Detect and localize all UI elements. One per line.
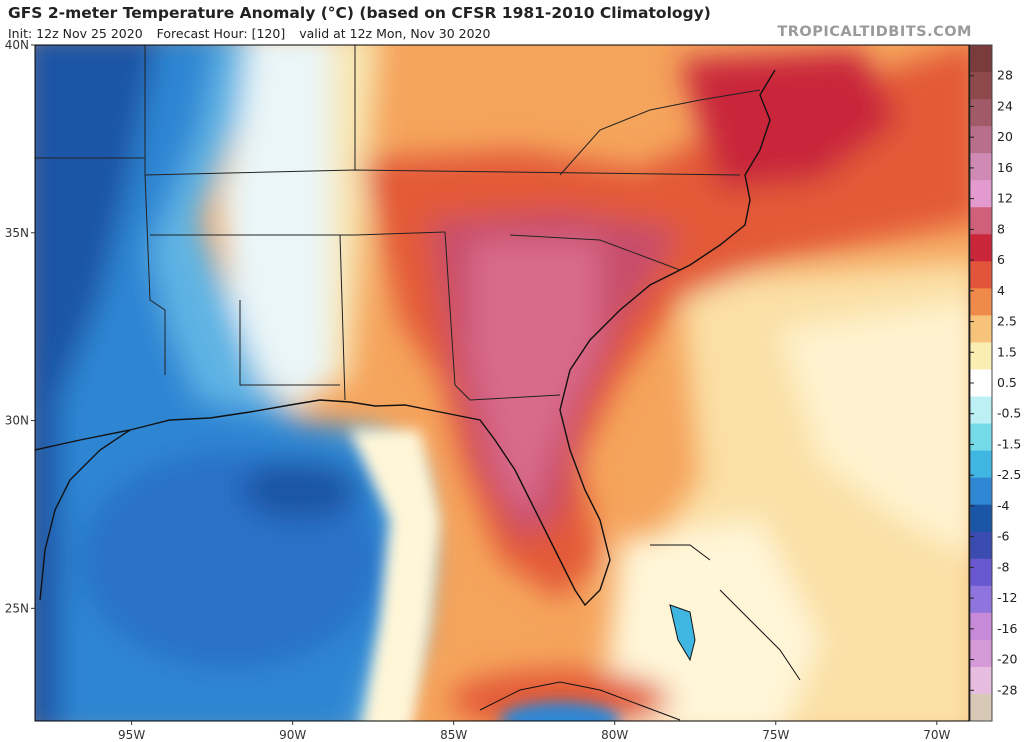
latitude-axis: 40N 35N 30N 25N bbox=[5, 38, 35, 615]
colorbar-label: -0.5 bbox=[997, 406, 1021, 421]
colorbar-label: 28 bbox=[997, 68, 1013, 83]
colorbar-label: 1.5 bbox=[997, 344, 1017, 359]
colorbar-swatch bbox=[970, 72, 992, 100]
colorbar-label: -1.5 bbox=[997, 436, 1021, 451]
colorbar-swatch bbox=[970, 234, 992, 262]
colorbar-label: 12 bbox=[997, 191, 1013, 206]
lat-label: 30N bbox=[5, 414, 29, 428]
lon-label: 85W bbox=[440, 728, 467, 742]
colorbar-label: -12 bbox=[997, 590, 1017, 605]
colorbar-swatch bbox=[970, 99, 992, 127]
lat-label: 40N bbox=[5, 38, 29, 52]
colorbar-swatch bbox=[970, 45, 992, 73]
lon-label: 90W bbox=[279, 728, 306, 742]
colorbar-swatch bbox=[970, 207, 992, 235]
colorbar: 28 24 20 16 12 8 6 4 2.5 1.5 0.5 -0.5 -1.5 -2.5 -4 -6 -8… bbox=[969, 44, 1021, 722]
colorbar-label: 8 bbox=[997, 221, 1005, 236]
map-field bbox=[35, 45, 969, 721]
colorbar-label: -28 bbox=[997, 682, 1017, 697]
colorbar-label: 16 bbox=[997, 160, 1013, 175]
colorbar-swatch bbox=[970, 639, 992, 668]
colorbar-swatch bbox=[970, 504, 992, 533]
lon-label: 70W bbox=[923, 728, 950, 742]
colorbar-label: -2.5 bbox=[997, 467, 1021, 482]
map-frame bbox=[34, 44, 970, 722]
colorbar-swatch bbox=[970, 261, 992, 289]
colorbar-swatch bbox=[970, 558, 992, 587]
colorbar-label: -4 bbox=[997, 498, 1010, 513]
caribbean-islands bbox=[479, 544, 801, 721]
texas-coastline bbox=[39, 429, 131, 601]
colorbar-swatch bbox=[970, 423, 992, 452]
colorbar-swatch bbox=[970, 396, 992, 425]
lon-label: 75W bbox=[762, 728, 789, 742]
colorbar-label: -6 bbox=[997, 529, 1010, 544]
chart-subtitle: Init: 12z Nov 25 2020 Forecast Hour: [12… bbox=[8, 26, 500, 41]
colorbar-label: 4 bbox=[997, 283, 1005, 298]
colorbar-swatch bbox=[970, 450, 992, 479]
lon-label: 95W bbox=[118, 728, 145, 742]
colorbar-swatch bbox=[970, 693, 992, 722]
lon-label: 80W bbox=[601, 728, 628, 742]
colorbar-label: 2.5 bbox=[997, 314, 1017, 329]
colorbar-swatch bbox=[970, 342, 992, 370]
colorbar-swatch bbox=[970, 477, 992, 506]
colorbar-swatch bbox=[970, 612, 992, 641]
forecast-hour: Forecast Hour: [120] bbox=[156, 26, 286, 41]
colorbar-label: 20 bbox=[997, 129, 1013, 144]
colorbar-label: -16 bbox=[997, 621, 1017, 636]
colorbar-swatch bbox=[970, 666, 992, 695]
chart-title: GFS 2-meter Temperature Anomaly (°C) (ba… bbox=[8, 4, 711, 22]
colorbar-label: 6 bbox=[997, 252, 1005, 267]
state-borders bbox=[35, 45, 761, 401]
colorbar-swatch bbox=[970, 153, 992, 181]
lat-label: 25N bbox=[5, 601, 29, 615]
colorbar-label: -8 bbox=[997, 559, 1010, 574]
gulf-coastline bbox=[35, 69, 776, 607]
colorbar-label: 0.5 bbox=[997, 375, 1017, 390]
colorbar-label: -20 bbox=[997, 652, 1017, 667]
init-time: Init: 12z Nov 25 2020 bbox=[8, 26, 143, 41]
lat-label: 35N bbox=[5, 226, 29, 240]
colorbar-swatch bbox=[970, 531, 992, 560]
colorbar-swatch bbox=[970, 126, 992, 154]
colorbar-swatch bbox=[970, 288, 992, 316]
colorbar-swatch bbox=[970, 315, 992, 343]
colorbar-swatch bbox=[970, 369, 992, 398]
colorbar-swatch bbox=[970, 180, 992, 208]
longitude-axis: 95W 90W 85W 80W 75W 70W bbox=[118, 721, 950, 742]
colorbar-label: 24 bbox=[997, 98, 1013, 113]
watermark: TROPICALTIDBITS.COM bbox=[777, 24, 972, 40]
valid-time: valid at 12z Mon, Nov 30 2020 bbox=[299, 26, 491, 41]
colorbar-swatch bbox=[970, 585, 992, 614]
